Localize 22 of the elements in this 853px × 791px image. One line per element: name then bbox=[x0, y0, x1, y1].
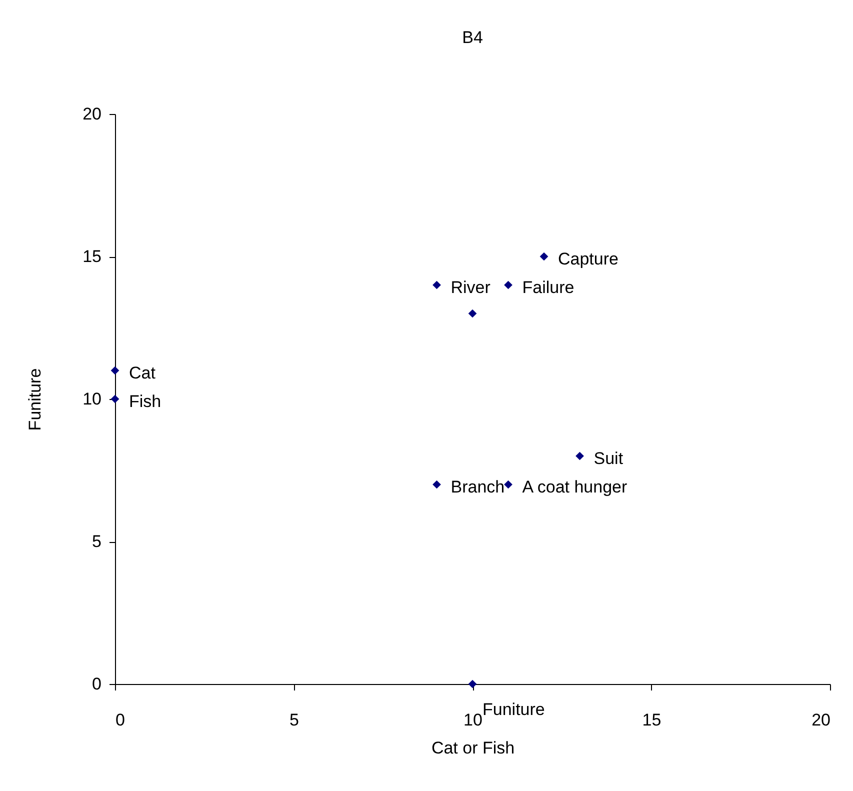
x-tick-label: 10 bbox=[464, 710, 482, 730]
annotation: Capture bbox=[558, 250, 618, 268]
y-tick-label: 10 bbox=[82, 390, 102, 408]
annotation: River bbox=[450, 278, 491, 297]
x-axis-title: Cat or Fish bbox=[431, 738, 515, 758]
x-tick-label: 5 bbox=[290, 710, 299, 730]
chart-title: B4 bbox=[462, 28, 483, 47]
x-tick-label: 15 bbox=[642, 710, 662, 730]
y-tick-label: 15 bbox=[82, 247, 102, 266]
y-axis-title: Funiture bbox=[26, 368, 45, 431]
y-tick-label: 5 bbox=[92, 532, 102, 551]
annotation: Branch bbox=[450, 478, 505, 496]
annotation: Failure bbox=[522, 278, 574, 297]
annotation: Funiture bbox=[482, 700, 545, 719]
annotation: Fish bbox=[129, 392, 162, 411]
y-tick-label: 20 bbox=[82, 104, 102, 124]
y-tick-label: 0 bbox=[92, 674, 102, 694]
annotation: Suit bbox=[594, 449, 624, 468]
annotation: A coat hunger bbox=[522, 478, 628, 496]
x-tick-label: 0 bbox=[116, 710, 125, 730]
annotation: Cat bbox=[129, 364, 156, 382]
x-tick-label: 20 bbox=[812, 710, 830, 730]
